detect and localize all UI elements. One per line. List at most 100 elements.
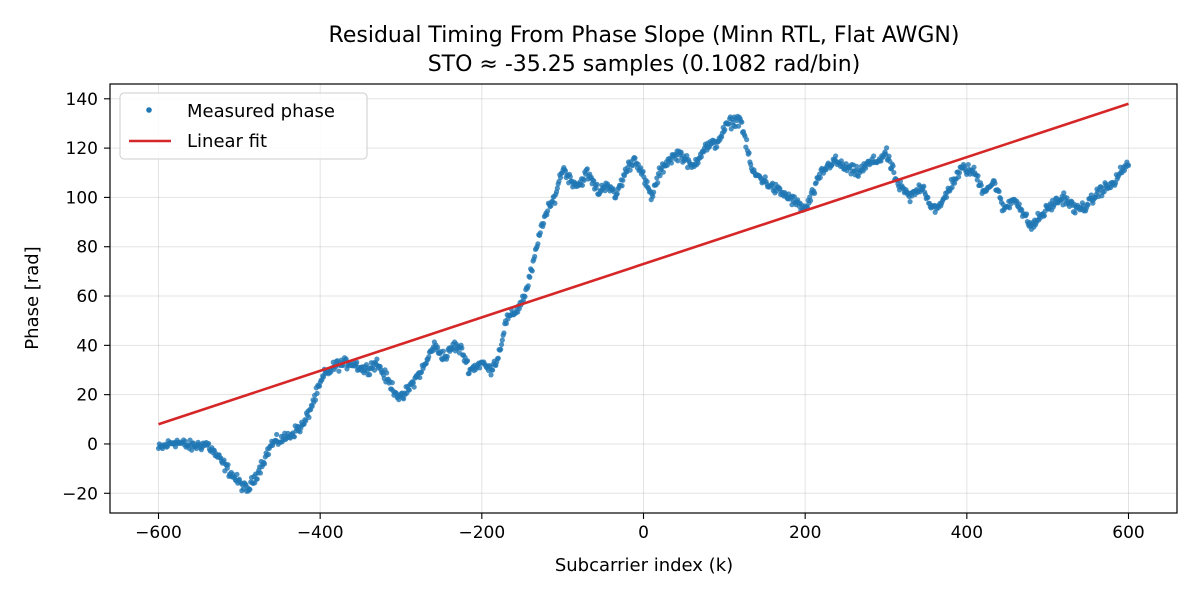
- scatter-point: [336, 368, 342, 374]
- scatter-point: [309, 403, 315, 409]
- scatter-point: [1085, 202, 1091, 208]
- scatter-point: [735, 123, 742, 129]
- y-tick-label: 100: [66, 188, 98, 208]
- scatter-point: [956, 170, 963, 176]
- x-tick-label: 0: [638, 523, 649, 543]
- scatter-point: [410, 380, 416, 386]
- scatter-point: [657, 173, 663, 179]
- scatter-point: [748, 161, 754, 168]
- y-tick-label: −20: [62, 484, 98, 504]
- scatter-point: [594, 181, 600, 187]
- x-tick-label: 400: [951, 523, 983, 543]
- legend-label-measured-phase: Measured phase: [187, 101, 335, 122]
- scatter-point: [971, 164, 977, 170]
- y-tick-label: 20: [76, 386, 98, 406]
- scatter-point: [444, 353, 450, 360]
- scatter-point: [632, 155, 638, 161]
- y-tick-label: 80: [76, 238, 98, 258]
- scatter-point: [621, 172, 628, 179]
- scatter-point: [498, 346, 504, 352]
- scatter-point: [490, 367, 496, 373]
- scatter-point: [374, 356, 380, 362]
- legend-marker-measured-phase: [146, 107, 152, 113]
- scatter-point: [1006, 205, 1013, 211]
- scatter-point: [527, 274, 533, 280]
- scatter-point: [992, 180, 998, 186]
- scatter-point: [261, 461, 268, 467]
- scatter-point: [537, 230, 543, 236]
- x-tick-label: −600: [135, 523, 182, 543]
- scatter-point: [675, 158, 681, 164]
- x-tick-label: 200: [789, 523, 821, 543]
- scatter-point: [552, 200, 558, 206]
- scatter-point: [956, 174, 962, 180]
- x-tick-label: −200: [458, 523, 505, 543]
- scatter-point: [722, 127, 728, 133]
- scatter-point: [254, 476, 260, 482]
- scatter-point: [862, 165, 869, 171]
- scatter-point: [291, 434, 298, 440]
- scatter-point: [1023, 211, 1030, 217]
- scatter-point: [545, 208, 551, 214]
- scatter-point: [557, 174, 564, 181]
- scatter-point: [417, 374, 423, 381]
- legend-label-linear-fit: Linear fit: [187, 131, 267, 152]
- scatter-point: [535, 241, 541, 247]
- scatter-point: [265, 451, 272, 458]
- scatter-point: [817, 174, 823, 181]
- scatter-point: [925, 194, 931, 201]
- scatter-point: [532, 253, 538, 260]
- scatter-point: [884, 145, 890, 151]
- scatter-point: [367, 372, 373, 378]
- scatter-point: [684, 153, 690, 159]
- scatter-point: [698, 154, 704, 160]
- scatter-point: [640, 168, 646, 175]
- scatter-point: [921, 183, 927, 189]
- scatter-point: [423, 360, 429, 366]
- y-tick-label: 140: [66, 90, 98, 110]
- scatter-point: [1016, 201, 1022, 207]
- scatter-point: [638, 165, 644, 171]
- scatter-point: [406, 387, 412, 393]
- scatter-point: [978, 182, 984, 188]
- scatter-point: [401, 396, 407, 402]
- scatter-point: [996, 188, 1002, 195]
- plot-area: [155, 102, 1132, 494]
- scatter-point: [813, 180, 819, 186]
- scatter-point: [614, 191, 620, 197]
- scatter-point: [650, 193, 656, 200]
- scatter-point: [525, 283, 531, 289]
- scatter-point: [854, 163, 860, 169]
- x-tick-label: −400: [297, 523, 344, 543]
- scatter-point: [951, 180, 958, 186]
- scatter-point: [833, 153, 839, 159]
- scatter-point: [556, 178, 562, 185]
- scatter-point: [498, 341, 505, 348]
- scatter-point: [975, 173, 981, 179]
- scatter-point: [644, 178, 650, 185]
- scatter-point: [627, 167, 633, 173]
- scatter-point: [746, 150, 752, 156]
- y-axis-label: Phase [rad]: [22, 246, 43, 349]
- scatter-point: [567, 174, 573, 180]
- scatter-point: [247, 486, 253, 493]
- scatter-point: [303, 418, 309, 424]
- scatter-point: [1061, 190, 1067, 196]
- scatter-point: [554, 185, 560, 191]
- legend: Measured phase Linear fit: [119, 92, 368, 160]
- scatter-point: [714, 144, 720, 150]
- scatter-point: [886, 153, 892, 159]
- scatter-point: [225, 462, 231, 468]
- scatter-point: [389, 380, 395, 386]
- scatter-point: [1041, 213, 1047, 219]
- axis-ticks: −600 −400 −200 0 200 400 600−20020406080100120…: [62, 90, 1145, 543]
- scatter-point: [435, 344, 441, 350]
- scatter-point: [477, 365, 483, 371]
- scatter-point: [314, 390, 320, 396]
- scatter-point: [579, 182, 586, 188]
- scatter-point: [234, 471, 240, 477]
- linear-fit-line: [158, 102, 1129, 426]
- scatter-point: [943, 194, 950, 200]
- scatter-point: [312, 397, 319, 403]
